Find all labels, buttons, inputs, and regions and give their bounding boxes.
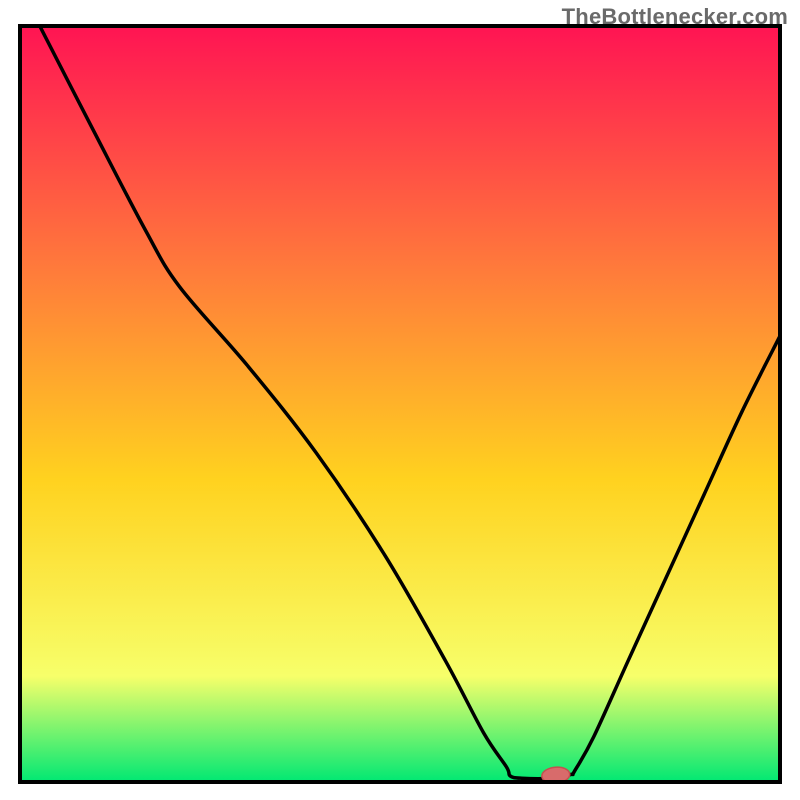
chart-container: TheBottlenecker.com [0, 0, 800, 800]
watermark-label: TheBottlenecker.com [562, 4, 788, 30]
chart-background [20, 26, 780, 782]
bottleneck-chart [0, 0, 800, 800]
